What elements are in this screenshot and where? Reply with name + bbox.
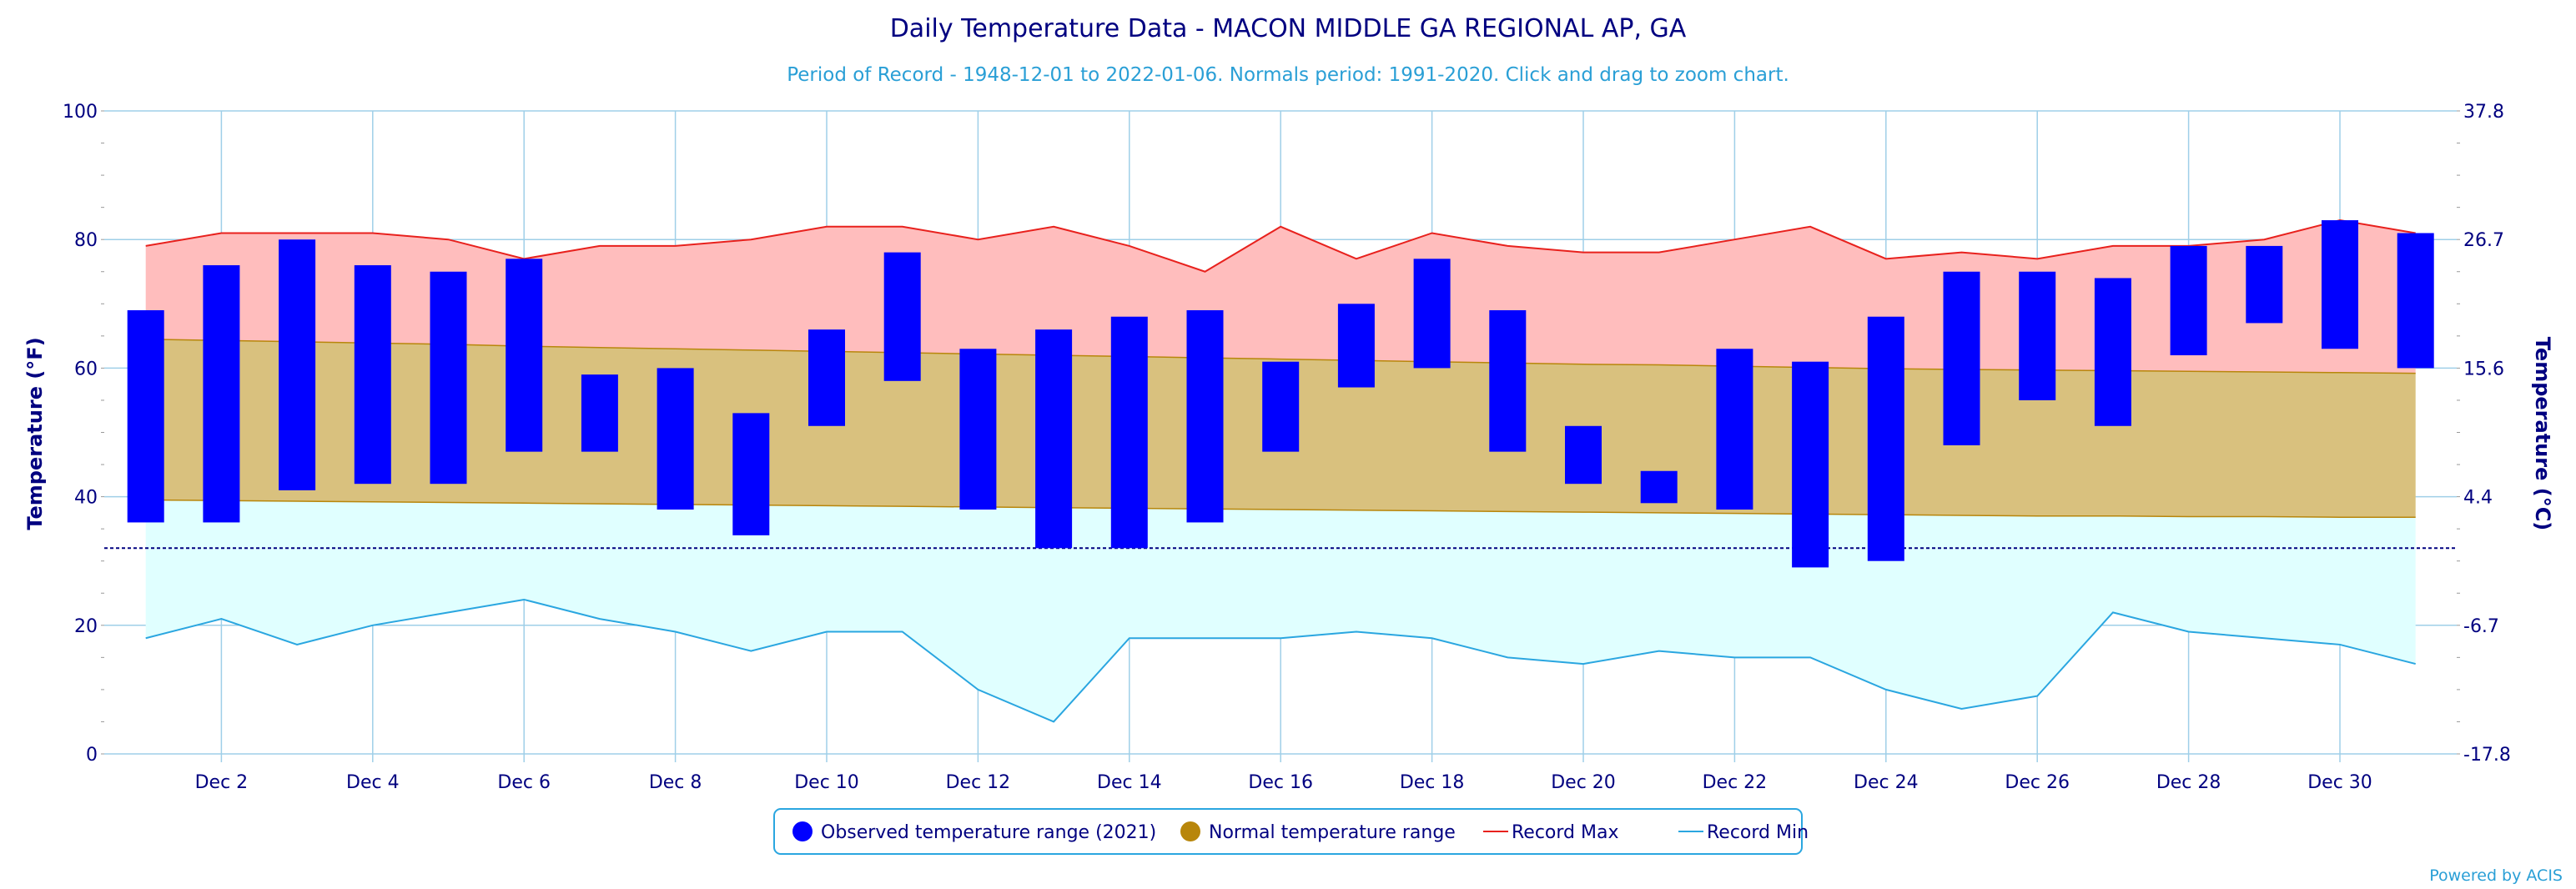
normal-low-line — [145, 499, 2416, 519]
observed-range-bar[interactable] — [2170, 245, 2207, 355]
y2-tick-label: -6.7 — [2463, 616, 2499, 637]
observed-range-bar[interactable] — [1943, 271, 1980, 445]
axis-layer: 0 -17.8 20 -6.7 40 4.4 60 15.6 80 26.7 100 37.8 Dec … — [63, 102, 2511, 793]
record-min-area — [145, 500, 2416, 722]
observed-range-bar[interactable] — [430, 271, 467, 485]
x-tick-label: Dec 20 — [1551, 772, 1616, 793]
y-axis-title-right: Temperature (°C) — [2531, 337, 2554, 531]
x-tick-label: Dec 8 — [649, 772, 702, 793]
y2-tick-label: 26.7 — [2463, 230, 2504, 251]
chart-subtitle: Period of Record - 1948-12-01 to 2022-01… — [787, 64, 1789, 86]
legend-label[interactable]: Observed temperature range (2021) — [821, 822, 1156, 843]
y-tick-label: 100 — [63, 102, 98, 123]
observed-range-bar[interactable] — [2094, 278, 2131, 426]
observed-range-bar[interactable] — [808, 329, 845, 426]
observed-range-bar[interactable] — [2397, 233, 2434, 369]
y-tick-label: 20 — [74, 616, 98, 637]
observed-range-bar[interactable] — [1262, 361, 1300, 452]
y-tick-label: 0 — [86, 745, 98, 766]
record-max-area — [145, 220, 2416, 374]
x-tick-label: Dec 24 — [1854, 772, 1919, 793]
legend: Observed temperature range (2021) Normal … — [773, 808, 1809, 855]
observed-range-bar[interactable] — [1413, 259, 1451, 369]
observed-range-bar[interactable] — [1716, 349, 1753, 510]
chart-title: Daily Temperature Data - MACON MIDDLE GA… — [890, 14, 1687, 43]
observed-range-bar[interactable] — [1035, 329, 1073, 549]
legend-label[interactable]: Record Min — [1707, 822, 1809, 843]
legend-label[interactable]: Normal temperature range — [1209, 822, 1456, 843]
y2-tick-label: -17.8 — [2463, 745, 2511, 766]
observed-range-bar[interactable] — [2246, 245, 2283, 324]
observed-range-bar[interactable] — [506, 259, 543, 452]
observed-range-bar[interactable] — [1110, 316, 1148, 549]
x-tick-label: Dec 2 — [195, 772, 249, 793]
x-tick-label: Dec 10 — [794, 772, 859, 793]
observed-range-bar[interactable] — [581, 374, 618, 452]
legend-box — [773, 808, 1803, 855]
observed-range-bar[interactable] — [1489, 310, 1527, 452]
observed-range-bar[interactable] — [1337, 304, 1375, 388]
observed-range-bar[interactable] — [732, 413, 770, 535]
x-tick-label: Dec 16 — [1248, 772, 1313, 793]
x-tick-label: Dec 12 — [946, 772, 1011, 793]
legend-marker-circle — [792, 821, 813, 841]
bar-layer — [127, 220, 2434, 568]
y-tick-label: 80 — [74, 230, 98, 251]
observed-range-bar[interactable] — [127, 310, 164, 523]
y-tick-label: 40 — [74, 488, 98, 509]
observed-range-bar[interactable] — [354, 265, 391, 485]
record-min-line — [145, 598, 2416, 723]
y2-tick-label: 15.6 — [2463, 359, 2504, 379]
y-tick-label: 60 — [74, 359, 98, 379]
observed-range-bar[interactable] — [2322, 220, 2358, 349]
x-tick-label: Dec 14 — [1097, 772, 1162, 793]
observed-range-bar[interactable] — [1640, 470, 1678, 504]
observed-range-bar[interactable] — [1186, 310, 1224, 523]
legend-marker-circle — [1180, 821, 1200, 841]
x-tick-label: Dec 4 — [346, 772, 400, 793]
observed-range-bar[interactable] — [1565, 425, 1602, 485]
observed-range-bar[interactable] — [279, 239, 316, 490]
y2-tick-label: 4.4 — [2463, 488, 2493, 509]
x-tick-label: Dec 26 — [2005, 772, 2070, 793]
x-tick-label: Dec 22 — [1703, 772, 1768, 793]
observed-range-bar[interactable] — [203, 265, 240, 523]
observed-range-bar[interactable] — [959, 349, 997, 510]
y2-tick-label: 37.8 — [2463, 102, 2504, 123]
x-tick-label: Dec 6 — [497, 772, 551, 793]
observed-range-bar[interactable] — [1792, 361, 1829, 568]
observed-range-bar[interactable] — [883, 252, 921, 381]
observed-range-bar[interactable] — [2019, 271, 2056, 400]
legend-label[interactable]: Record Max — [1512, 822, 1619, 843]
credit-link[interactable]: Powered by ACIS — [2429, 866, 2563, 885]
observed-range-bar[interactable] — [1867, 316, 1904, 561]
x-tick-label: Dec 18 — [1400, 772, 1465, 793]
x-tick-label: Dec 30 — [2307, 772, 2372, 793]
x-tick-label: Dec 28 — [2156, 772, 2221, 793]
y-axis-title-left: Temperature (°F) — [23, 337, 47, 530]
observed-range-bar[interactable] — [657, 368, 694, 510]
